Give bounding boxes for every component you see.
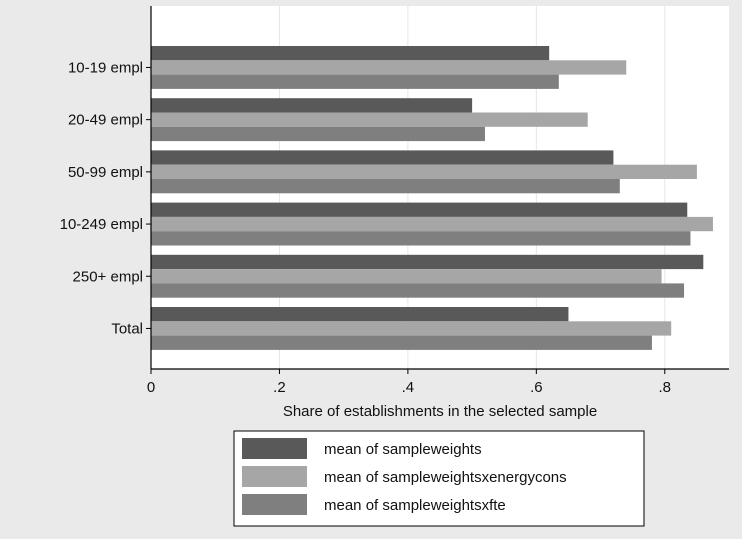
y-tick-label: 10-19 empl [68,59,143,76]
bar [151,231,691,246]
x-tick-label: .8 [659,379,672,396]
bar [151,216,713,232]
x-axis: 0 .2 .4 .6 .8 [147,368,729,396]
bar [151,202,688,217]
legend-label: mean of sampleweightsxfte [324,497,506,514]
bar [151,46,550,61]
x-axis-title: Share of establishments in the selected … [283,403,597,420]
bar [151,164,697,179]
bar [151,269,662,284]
legend-swatch [242,466,307,487]
legend: mean of sampleweights mean of sampleweigh… [233,430,645,527]
y-tick-label: 10-249 empl [60,216,143,233]
bar [151,254,704,270]
legend-swatch [242,438,307,459]
y-tick-label: 250+ empl [73,268,143,285]
bar [151,283,685,298]
legend-label: mean of sampleweights [324,441,482,458]
bar [151,126,485,142]
x-tick-label: .2 [273,379,286,396]
bar [151,179,620,194]
bar [151,98,473,113]
y-tick-label: 50-99 empl [68,164,143,181]
bars [151,46,713,350]
y-tick-label: 20-49 empl [68,112,143,129]
bar [151,60,627,75]
bar [151,307,569,322]
legend-label: mean of sampleweightsxenergycons [324,469,567,486]
bar [151,112,588,127]
bar [151,74,559,89]
x-tick-label: .6 [530,379,543,396]
x-tick-label: 0 [147,379,155,396]
bar [151,321,672,336]
legend-swatch [242,494,307,515]
y-tick-label: Total [111,320,143,337]
bar [151,335,652,350]
x-tick-label: .4 [402,379,415,396]
y-axis: 10-19 empl 20-49 empl 50-99 empl 10-249 emp… [60,6,152,369]
bar [151,150,614,165]
